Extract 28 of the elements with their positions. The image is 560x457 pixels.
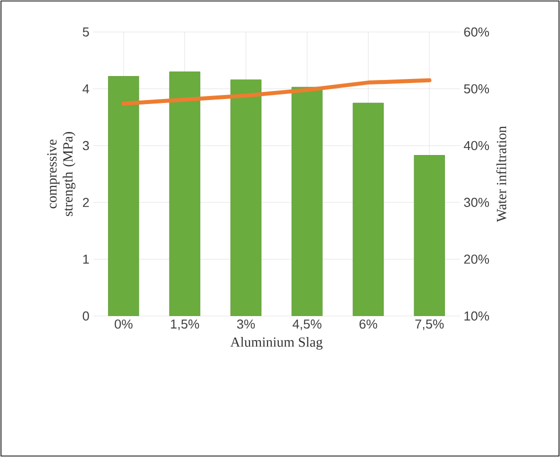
y-tick-label: 0 <box>82 311 89 321</box>
y-tick-label: 5 <box>82 27 89 37</box>
bar <box>230 80 262 316</box>
y-axis-title: compressive strength (MPa) <box>47 132 76 216</box>
y2-tick-label: 10% <box>464 311 489 321</box>
y-tick-label: 4 <box>82 84 90 94</box>
y2-tick-label: 50% <box>464 84 489 94</box>
x-tick-label: 1,5% <box>170 320 200 330</box>
x-tick-label: 4,5% <box>292 320 322 330</box>
y2-tick-label: 20% <box>464 254 489 264</box>
y-tick-label: 3 <box>82 141 89 150</box>
y2-tick-label: 60% <box>464 27 489 37</box>
x-axis-title: Aluminium Slag <box>230 336 323 350</box>
bar <box>352 102 384 316</box>
y2-tick-label: 30% <box>464 198 489 207</box>
y2-axis-title: Water infiltration <box>496 126 506 222</box>
y-tick-label: 1 <box>83 254 89 264</box>
bar <box>108 76 140 316</box>
x-tick-label: 7,5% <box>415 320 444 330</box>
x-tick-label: 0% <box>114 320 132 329</box>
bar <box>414 155 445 316</box>
bar <box>169 72 200 316</box>
bar <box>292 86 323 316</box>
y-tick-label: 2 <box>82 198 89 207</box>
y2-tick-label: 40% <box>464 141 489 150</box>
line-series <box>122 78 432 106</box>
x-tick-label: 3% <box>237 320 255 329</box>
x-tick-label: 6% <box>360 320 378 329</box>
